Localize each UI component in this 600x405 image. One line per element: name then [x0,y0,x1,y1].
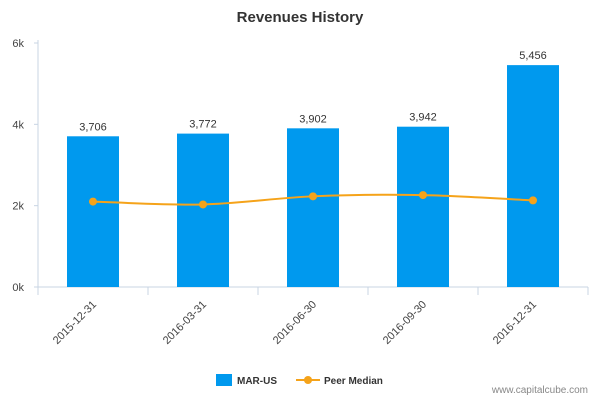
bar-2016-12-31 [507,65,559,287]
legend-marker-peer-median [304,376,312,384]
legend-swatch-mar-us [216,374,232,386]
peer-median-point-2015-12-31 [89,197,97,206]
legend-label-peer-median: Peer Median [324,376,383,387]
x-tick-label: 2016-09-30 [381,299,429,347]
bar-value-label: 5,456 [519,50,547,62]
legend-label-mar-us: MAR-US [237,376,277,387]
bar-2016-06-30 [287,128,339,287]
line-series [89,191,537,209]
y-tick-label: 2k [12,201,24,213]
y-tick-label: 4k [12,119,24,131]
data-labels: 3,706 3,772 3,902 3,942 5,456 [79,50,547,133]
watermark-text: www.capitalcube.com [491,385,588,396]
bar-2015-12-31 [67,136,119,287]
peer-median-point-2016-03-31 [199,200,207,209]
x-tick-label: 2016-12-31 [491,299,539,347]
legend: MAR-US Peer Median [216,374,383,387]
chart-title: Revenues History [237,9,364,26]
x-tick-label: 2016-06-30 [271,299,319,347]
bar-value-label: 3,772 [189,119,217,131]
x-tick-label: 2016-03-31 [161,299,209,347]
y-tick-label: 6k [12,38,24,50]
x-tick-label: 2015-12-31 [51,299,99,347]
bar-value-label: 3,706 [79,121,107,133]
bar-value-label: 3,942 [409,112,437,124]
y-tick-label: 0k [12,282,24,294]
peer-median-point-2016-12-31 [529,196,537,205]
bar-2016-03-31 [177,133,229,287]
bar-value-label: 3,902 [299,113,327,125]
bar-2016-09-30 [397,126,449,287]
bar-series [67,65,559,287]
peer-median-point-2016-09-30 [419,191,427,200]
peer-median-point-2016-06-30 [309,192,317,201]
